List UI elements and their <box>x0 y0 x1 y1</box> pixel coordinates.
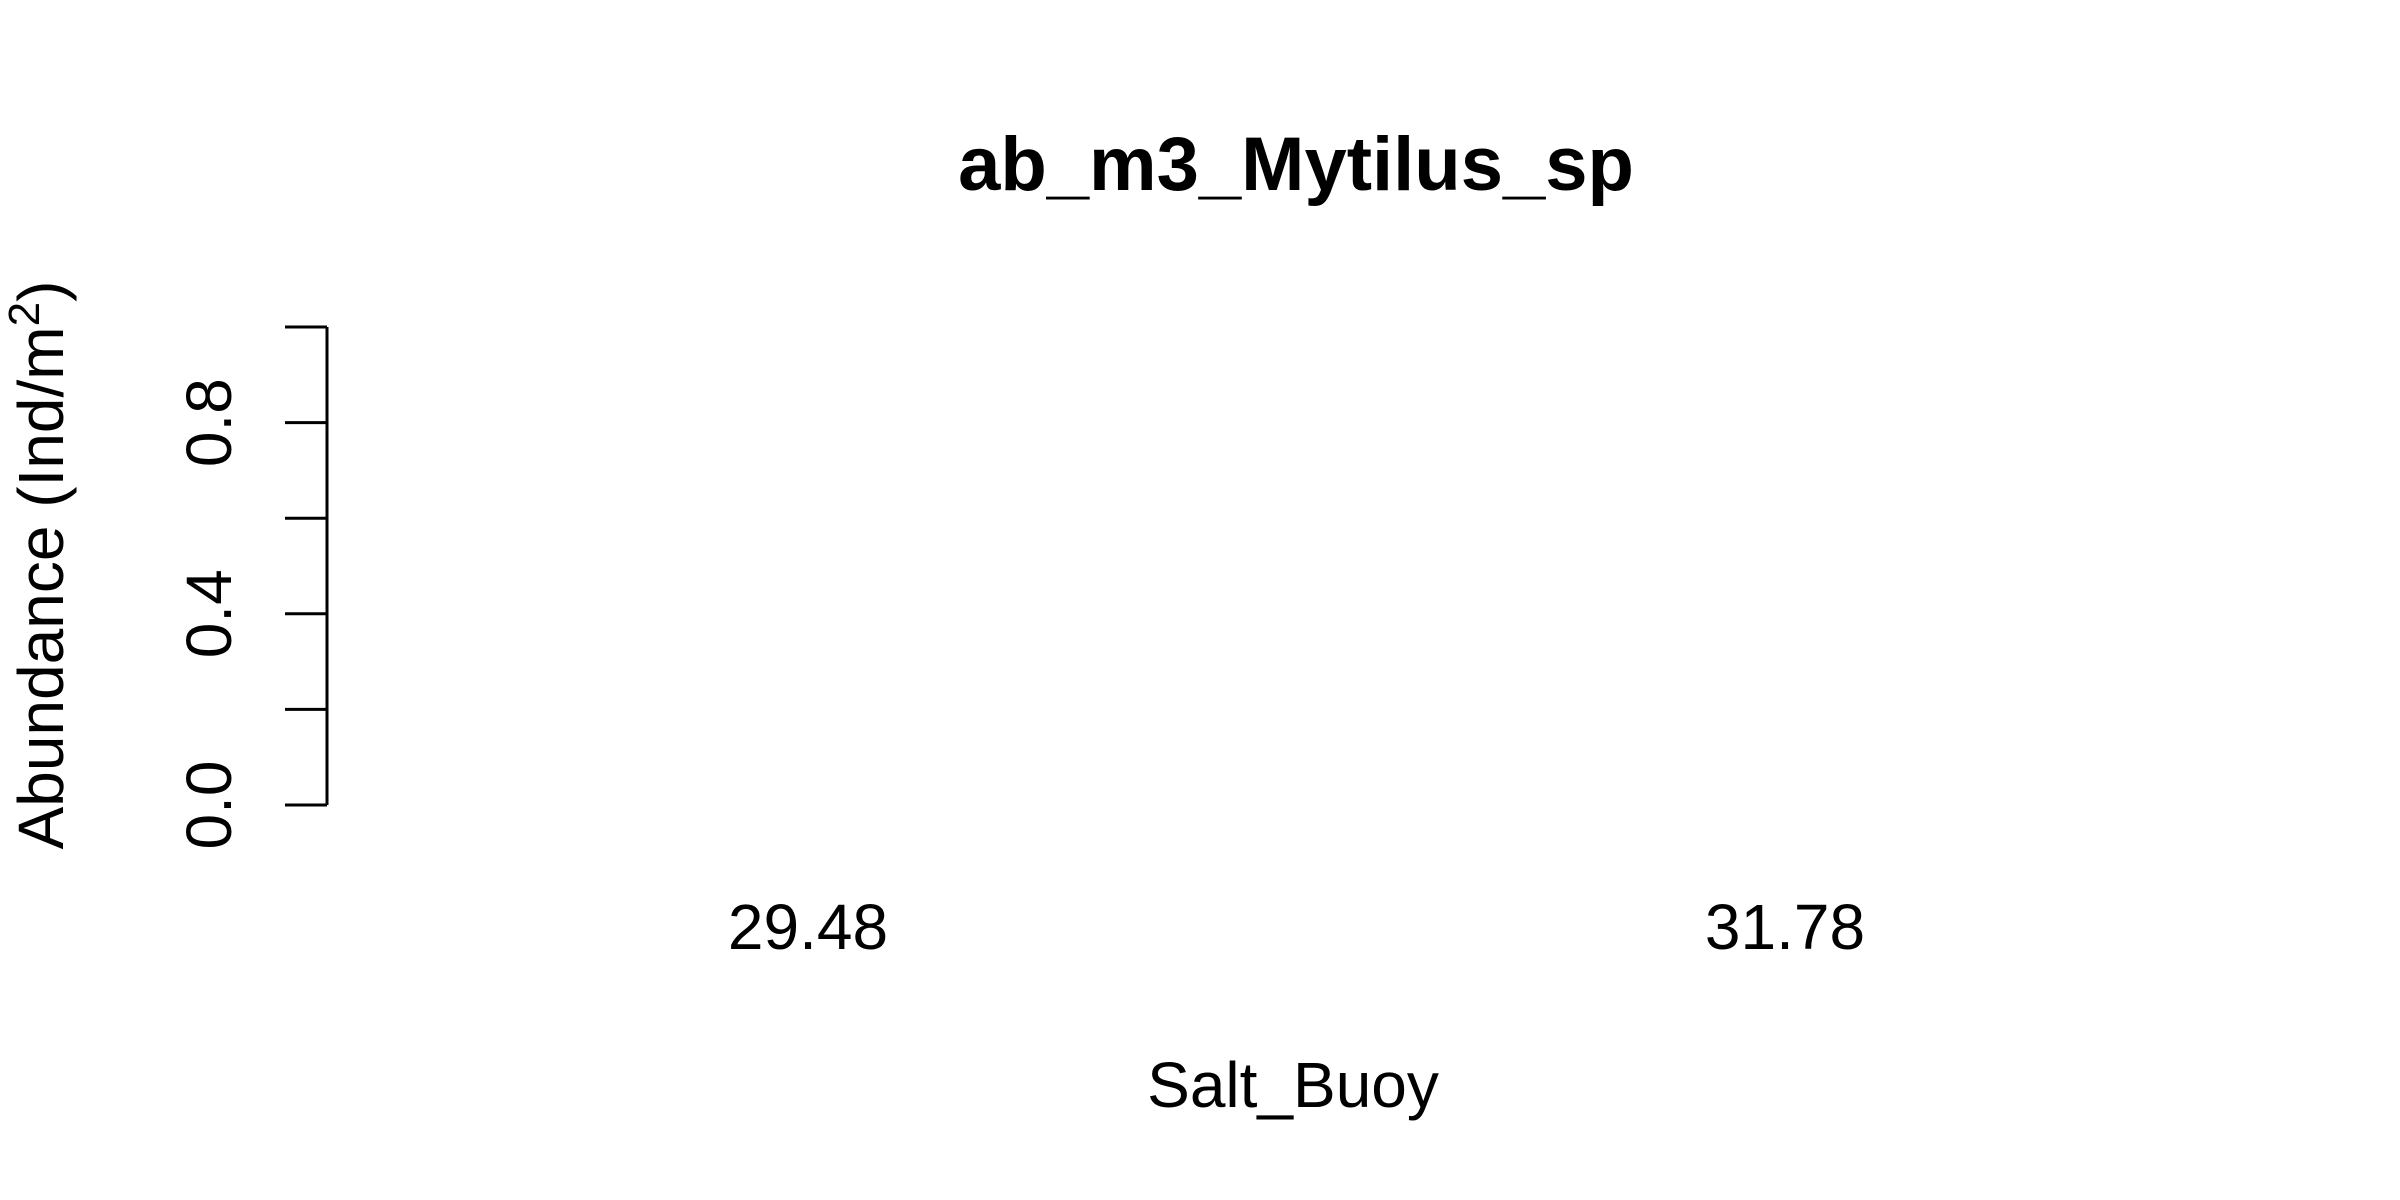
y-axis-label-suffix: ) <box>5 281 77 302</box>
y-axis-label-main: Abundance (Ind/m <box>5 326 77 849</box>
y-axis-label: Abundance (Ind/m2) <box>0 281 77 850</box>
chart-title: ab_m3_Mytilus_sp <box>958 122 1634 207</box>
y-axis <box>285 325 329 807</box>
y-tick-label: 0.4 <box>173 569 245 658</box>
y-tick-label: 0.8 <box>173 378 245 467</box>
y-tick-labels: 0.0 0.4 0.8 <box>173 378 245 849</box>
x-tick-labels: 29.48 31.78 <box>728 891 1865 963</box>
y-tick-label: 0.0 <box>173 761 245 850</box>
x-tick-label: 31.78 <box>1705 891 1865 963</box>
y-axis-label-superscript: 2 <box>0 302 49 326</box>
x-axis-label: Salt_Buoy <box>1147 1049 1439 1121</box>
x-tick-label: 29.48 <box>728 891 888 963</box>
